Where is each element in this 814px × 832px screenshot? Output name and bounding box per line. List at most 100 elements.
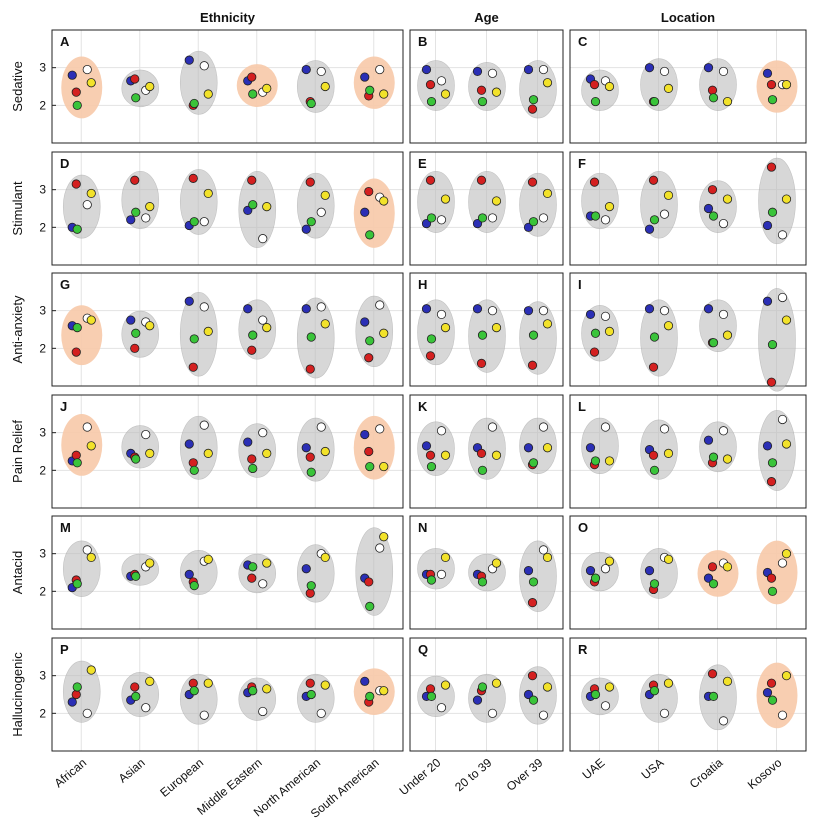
point-red: [71, 689, 81, 700]
point-yellow: [781, 549, 792, 559]
point-yellow: [440, 552, 451, 563]
point-white: [141, 213, 151, 223]
point-green: [767, 695, 778, 705]
point-red: [71, 347, 81, 357]
point-green: [649, 332, 660, 342]
cluster-ellipse-highlight: [353, 668, 395, 716]
point-blue: [762, 68, 773, 78]
point-green: [72, 323, 82, 333]
row-label: Hallucinogenic: [10, 652, 25, 737]
panel-frame: [409, 637, 564, 752]
point-green: [248, 330, 258, 340]
point-yellow: [86, 552, 96, 563]
category-label: Asian: [116, 756, 148, 786]
point-red: [589, 347, 600, 357]
point-yellow: [491, 323, 502, 333]
point-yellow: [320, 190, 330, 200]
point-white: [487, 708, 498, 718]
panel-letter: I: [578, 277, 582, 292]
point-red: [648, 175, 659, 185]
point-white: [436, 309, 447, 320]
point-red: [527, 671, 538, 681]
point-yellow: [440, 450, 451, 460]
point-green: [365, 230, 375, 240]
cluster-ellipse-highlight: [697, 550, 739, 597]
category-label: UAE: [580, 756, 608, 783]
point-green: [767, 207, 778, 217]
point-white: [82, 64, 92, 75]
point-green: [306, 217, 316, 227]
point-white: [487, 306, 498, 316]
category-label: African: [52, 756, 90, 791]
cluster-ellipse: [121, 553, 160, 586]
point-green: [248, 200, 258, 210]
point-green: [426, 461, 437, 472]
point-blue: [301, 304, 311, 314]
point-red: [305, 364, 315, 374]
point-white: [375, 424, 385, 434]
point-yellow: [203, 554, 213, 564]
point-white: [82, 200, 92, 210]
panel-frame: [51, 637, 404, 752]
point-green: [189, 686, 199, 696]
panel-letter: R: [578, 642, 588, 657]
point-blue: [243, 437, 253, 447]
column-title: Ethnicity: [200, 10, 256, 25]
y-tick-label: 2: [39, 98, 46, 112]
point-red: [305, 452, 315, 462]
point-green: [248, 463, 258, 474]
cluster-ellipse-highlight: [61, 414, 103, 476]
panel-frame: [409, 394, 564, 509]
point-blue: [184, 439, 194, 449]
point-white: [777, 414, 788, 425]
cluster-ellipse-highlight: [756, 540, 798, 605]
point-white: [82, 422, 92, 432]
point-red: [648, 362, 659, 372]
panel-frame: [569, 29, 807, 144]
point-red: [476, 175, 487, 185]
point-white: [718, 309, 729, 320]
point-white: [487, 213, 498, 223]
panel-frame: [409, 151, 564, 266]
y-tick-label: 3: [39, 426, 46, 440]
panel-g: 2 3G: [39, 272, 404, 387]
point-green: [306, 467, 316, 477]
cluster-ellipse: [640, 419, 678, 480]
panel-p: 2 3P: [39, 637, 404, 752]
point-blue: [523, 443, 534, 453]
category-label: USA: [639, 756, 667, 783]
cluster-ellipse: [121, 170, 160, 230]
point-yellow: [379, 89, 389, 99]
point-blue: [360, 429, 370, 440]
panel-letter: K: [418, 399, 428, 414]
y-tick-label: 2: [39, 584, 46, 598]
point-green: [477, 213, 488, 223]
point-yellow: [604, 682, 615, 692]
y-tick-label: 3: [39, 304, 46, 318]
point-blue: [301, 564, 311, 574]
point-white: [600, 701, 611, 711]
panel-frame: [51, 394, 404, 509]
point-white: [436, 215, 447, 225]
point-red: [305, 678, 315, 688]
y-tick-label: 3: [39, 669, 46, 683]
panel-letter: P: [60, 642, 69, 657]
point-red: [766, 377, 777, 387]
point-green: [708, 211, 719, 221]
point-green: [131, 691, 141, 701]
point-white: [538, 422, 549, 432]
point-blue: [301, 64, 311, 75]
point-white: [600, 215, 611, 225]
panel-frame: [51, 515, 404, 630]
cluster-ellipse: [519, 417, 557, 474]
point-yellow: [440, 89, 451, 99]
point-blue: [703, 203, 714, 214]
point-green: [528, 330, 539, 340]
cluster-ellipse: [238, 553, 277, 594]
point-yellow: [203, 678, 213, 688]
point-yellow: [604, 81, 615, 92]
point-yellow: [722, 454, 733, 464]
y-tick-label: 2: [39, 341, 46, 355]
point-green: [649, 686, 660, 696]
point-green: [528, 695, 539, 705]
